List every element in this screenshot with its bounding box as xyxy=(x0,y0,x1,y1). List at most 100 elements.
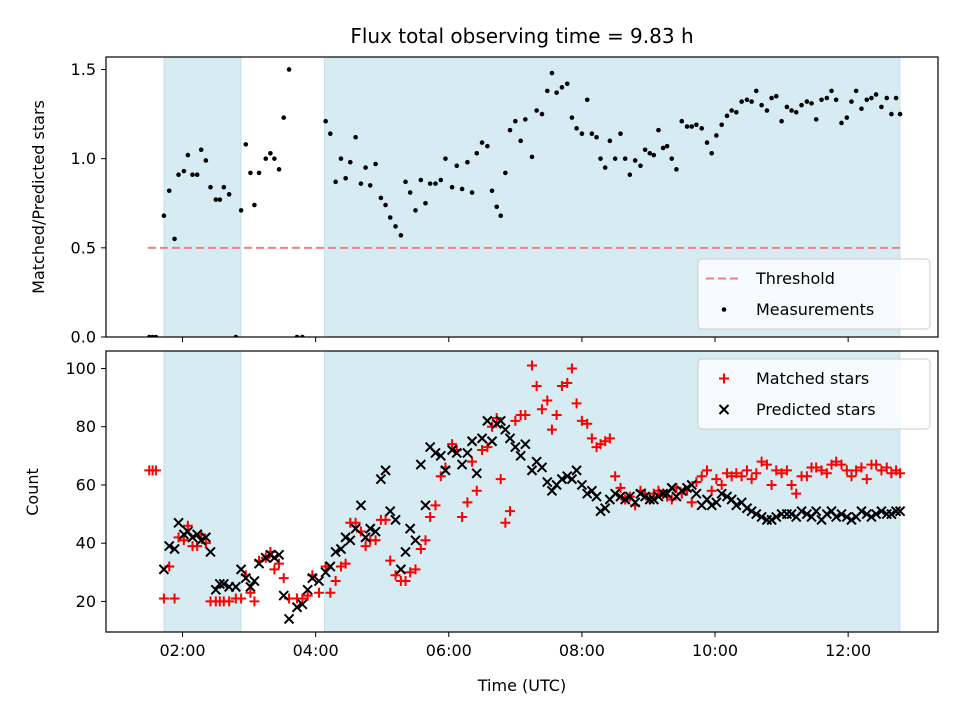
data-point xyxy=(647,151,653,156)
matched-point xyxy=(556,380,567,391)
data-point xyxy=(529,154,535,160)
data-point xyxy=(387,215,393,220)
predicted-point xyxy=(741,503,753,514)
data-point xyxy=(413,208,418,213)
predicted-point xyxy=(666,482,677,494)
data-point xyxy=(498,213,504,219)
data-point xyxy=(779,118,784,124)
matched-point xyxy=(781,465,792,476)
matched-point xyxy=(200,538,211,549)
predicted-point xyxy=(746,505,757,517)
data-point xyxy=(423,200,428,206)
matched-point xyxy=(895,468,906,479)
data-point xyxy=(859,106,864,112)
data-point xyxy=(172,236,177,242)
predicted-point xyxy=(830,511,842,523)
predicted-point xyxy=(404,523,416,534)
data-point xyxy=(873,92,879,97)
matched-point xyxy=(731,468,742,479)
data-point xyxy=(373,161,378,167)
data-point xyxy=(272,156,277,161)
data-point xyxy=(268,151,273,156)
matched-point xyxy=(811,462,822,473)
matched-point xyxy=(278,573,289,584)
chart-title: Flux total observing time = 9.83 h xyxy=(350,24,693,48)
data-point xyxy=(897,111,903,117)
matched-point xyxy=(801,471,812,482)
predicted-point xyxy=(801,508,813,520)
predicted-point xyxy=(856,505,867,517)
data-point xyxy=(589,131,595,136)
data-point xyxy=(252,202,257,208)
predicted-point xyxy=(711,497,722,508)
data-point xyxy=(358,181,364,186)
data-point xyxy=(789,108,794,113)
predicted-point xyxy=(235,564,247,575)
axes-frame xyxy=(105,56,939,338)
data-point xyxy=(534,108,539,113)
predicted-point xyxy=(249,575,260,587)
matched-point xyxy=(582,418,593,429)
matched-point xyxy=(816,465,827,476)
predicted-point xyxy=(245,581,256,593)
data-point xyxy=(559,85,565,90)
data-point xyxy=(869,95,874,101)
data-point xyxy=(438,177,444,183)
data-point xyxy=(804,99,810,104)
predicted-point xyxy=(395,564,407,575)
predicted-point xyxy=(751,508,762,520)
count-panel: 02:00 04:00 06:00 08:00 10:00 12:00 20 40 60 80 10… xyxy=(65,350,939,660)
predicted-point xyxy=(566,473,578,485)
matched-point xyxy=(182,520,193,531)
matched-point xyxy=(761,459,772,470)
matched-point xyxy=(776,468,787,479)
predicted-point xyxy=(230,581,241,593)
predicted-point xyxy=(846,514,857,526)
matched-point xyxy=(571,398,582,409)
matched-point xyxy=(178,535,189,546)
predicted-point xyxy=(158,564,170,575)
data-point xyxy=(226,192,232,197)
predicted-point xyxy=(615,491,626,502)
predicted-point xyxy=(866,511,877,523)
data-point xyxy=(198,147,204,153)
matched-point xyxy=(457,511,468,522)
predicted-point xyxy=(821,508,833,520)
legend-label: Measurements xyxy=(756,300,874,319)
observing-window-band xyxy=(163,57,242,337)
data-point xyxy=(829,88,834,94)
data-point xyxy=(503,170,508,176)
x-tick-label: 08:00 xyxy=(559,641,605,660)
matched-point xyxy=(531,380,542,391)
data-point xyxy=(839,120,844,126)
legend-label: Predicted stars xyxy=(756,400,876,419)
data-point xyxy=(347,159,353,165)
data-point xyxy=(764,108,770,113)
data-point xyxy=(333,179,338,185)
predicted-point xyxy=(870,508,882,520)
matched-point xyxy=(350,517,361,528)
data-point xyxy=(281,115,287,120)
predicted-point xyxy=(495,415,506,427)
predicted-point xyxy=(676,485,687,496)
matched-point xyxy=(510,415,521,426)
data-point xyxy=(176,172,181,178)
data-point xyxy=(474,151,480,156)
predicted-point xyxy=(380,465,391,476)
predicted-point xyxy=(582,488,593,499)
predicted-point xyxy=(591,491,602,502)
data-point xyxy=(479,140,485,145)
matched-point xyxy=(495,474,506,485)
predicted-point xyxy=(205,546,216,558)
matched-point xyxy=(876,465,887,476)
y-tick-label: 40 xyxy=(76,534,96,553)
predicted-point xyxy=(657,488,669,499)
predicted-point xyxy=(214,578,226,590)
predicted-point xyxy=(350,523,361,534)
predicted-point xyxy=(456,459,468,470)
data-point xyxy=(523,117,528,122)
matched-point xyxy=(841,465,852,476)
legend-swatch xyxy=(718,404,730,415)
data-point xyxy=(465,159,470,165)
data-point xyxy=(564,81,570,87)
